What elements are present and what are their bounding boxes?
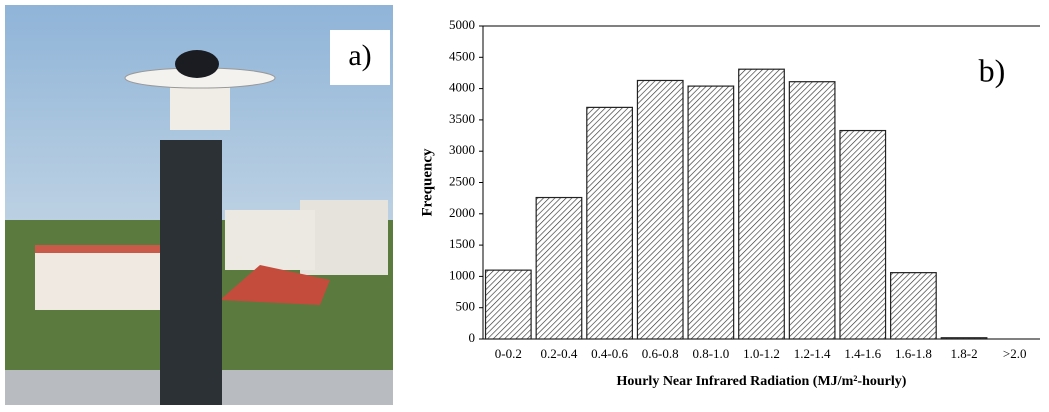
bar [637,80,683,339]
bar [486,270,532,339]
photo-roof [35,245,165,253]
y-tick-label: 4500 [449,48,475,63]
x-tick-label: 0-0.2 [495,346,522,361]
x-axis-label: Hourly Near Infrared Radiation (MJ/m²-ho… [617,374,907,389]
y-tick-label: 500 [456,299,476,314]
x-tick-label: 1.8-2 [950,346,977,361]
x-tick-label: 0.6-0.8 [642,346,679,361]
y-tick-label: 1000 [449,267,475,282]
photo-label: a) [348,39,371,72]
bar [891,273,937,339]
bar [789,82,835,339]
y-tick-label: 2500 [449,173,475,188]
photo-instrument [170,85,230,130]
x-tick-label: 0.2-0.4 [541,346,578,361]
page: a) 0 500 1000 1500 2000 2500 3000 3500 4000 4500 5… [0,0,1049,412]
figure: a) 0 500 1000 1500 2000 2500 3000 3500 4000 4500 5… [0,0,1049,412]
x-tick-label: 1.6-1.8 [895,346,932,361]
bar [536,198,582,339]
y-tick-label: 3000 [449,142,475,157]
y-tick-label: 2000 [449,205,475,220]
annotation: b) [979,52,1006,88]
y-tick-label: 3500 [449,111,475,126]
chart: 0 500 1000 1500 2000 2500 3000 3500 4000 4500 5000… [419,17,1040,389]
y-tick-label: 0 [469,330,476,345]
x-tick-label: 0.8-1.0 [692,346,729,361]
y-tick-label: 5000 [449,17,475,32]
y-tick-label: 1500 [449,236,475,251]
bar [941,338,987,339]
photo-building [35,250,165,310]
x-tick-label: >2.0 [1003,346,1027,361]
y-tick-label: 4000 [449,80,475,95]
photo: a) [5,5,393,405]
bar [739,69,785,339]
bar [688,86,734,339]
y-axis-label: Frequency [419,148,435,217]
x-tick-label: 1.0-1.2 [743,346,780,361]
x-tick-label: 1.4-1.6 [844,346,881,361]
bar [587,107,633,339]
bar [840,131,886,339]
photo-dome [175,50,219,78]
photo-pole [160,140,222,405]
x-tick-label: 0.4-0.6 [591,346,628,361]
photo-building [225,210,315,270]
x-tick-label: 1.2-1.4 [794,346,831,361]
